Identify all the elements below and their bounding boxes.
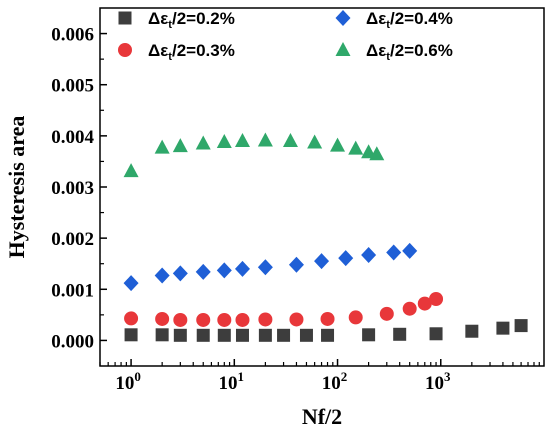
series-2-point bbox=[320, 311, 335, 326]
series-1-point bbox=[124, 328, 138, 342]
series-4-point bbox=[307, 134, 323, 149]
legend: Δεt/2=0.2% Δεt/2=0.3% Δεt/2=0.4% Δεt/2=0.6% bbox=[118, 9, 453, 63]
legend-label-1: Δεt/2=0.2% bbox=[148, 9, 235, 31]
series-3-point bbox=[402, 242, 418, 259]
series-2-point bbox=[235, 312, 250, 327]
series-3-point bbox=[172, 265, 188, 282]
series-2-point bbox=[402, 301, 417, 316]
series-1-point bbox=[393, 327, 407, 341]
series-4-point bbox=[154, 139, 170, 154]
series-4-point bbox=[257, 132, 273, 147]
x-tick-label: 103 bbox=[425, 369, 451, 394]
series-1-point bbox=[362, 328, 376, 342]
series-4-point bbox=[282, 132, 298, 147]
y-tick-label: 0.006 bbox=[51, 25, 94, 46]
series-2-point bbox=[258, 312, 273, 327]
series-4-point bbox=[195, 135, 211, 150]
series-3-point bbox=[288, 256, 304, 273]
series-2-point bbox=[217, 312, 232, 327]
series-1-point bbox=[429, 327, 443, 341]
series-3-point bbox=[257, 259, 273, 276]
legend-marker-2 bbox=[118, 43, 132, 57]
series-3-point bbox=[338, 250, 354, 267]
y-tick-label: 0.003 bbox=[51, 178, 94, 199]
series-2-point bbox=[417, 296, 432, 311]
y-tick-label: 0.000 bbox=[51, 331, 94, 352]
series-2-point bbox=[289, 312, 304, 327]
legend-marker-1 bbox=[118, 11, 132, 25]
series-4-point bbox=[216, 133, 232, 148]
x-axis-title: Nf/2 bbox=[302, 404, 342, 429]
series-2-point bbox=[173, 312, 188, 327]
series-3-point bbox=[195, 263, 211, 280]
series-2-point bbox=[429, 292, 444, 307]
series-1-point bbox=[277, 328, 291, 342]
y-tick-label: 0.004 bbox=[51, 127, 94, 148]
series-4-point bbox=[330, 137, 346, 152]
series-2-point bbox=[124, 311, 139, 326]
series-3-point bbox=[314, 253, 330, 270]
x-tick-label: 100 bbox=[115, 369, 141, 394]
series-3-point bbox=[361, 247, 377, 264]
series-1-point bbox=[173, 328, 187, 342]
y-tick-label: 0.005 bbox=[51, 76, 94, 97]
series-1-point bbox=[258, 328, 272, 342]
series-4-point bbox=[234, 132, 250, 147]
series-2-point bbox=[155, 311, 170, 326]
y-tick-label: 0.002 bbox=[51, 229, 94, 250]
axis-ticks: 0.000 0.001 0.002 0.003 0.004 0.005 0.006 100 10… bbox=[51, 25, 540, 394]
legend-label-2: Δεt/2=0.3% bbox=[148, 41, 235, 63]
series-3-point bbox=[386, 244, 402, 261]
series-4-point bbox=[172, 138, 188, 153]
series-1-point bbox=[196, 328, 210, 342]
series-4-point bbox=[348, 140, 364, 155]
series-2-point bbox=[379, 306, 394, 321]
series-2-point bbox=[196, 312, 211, 327]
series-1-point bbox=[235, 328, 249, 342]
y-axis-title: Hysteresis area bbox=[4, 116, 29, 259]
legend-marker-3 bbox=[335, 10, 351, 26]
x-tick-label: 101 bbox=[219, 369, 245, 394]
series-3-point bbox=[123, 275, 139, 292]
series-4-point bbox=[123, 163, 139, 178]
data-points bbox=[123, 132, 528, 342]
series-1-point bbox=[155, 328, 169, 342]
legend-label-4: Δεt/2=0.6% bbox=[366, 41, 453, 63]
series-1-point bbox=[217, 328, 231, 342]
series-1-point bbox=[299, 328, 313, 342]
series-1-point bbox=[514, 319, 528, 333]
series-2-point bbox=[348, 310, 363, 325]
y-tick-label: 0.001 bbox=[51, 280, 94, 301]
series-3-point bbox=[234, 260, 250, 277]
series-1-point bbox=[496, 321, 510, 335]
legend-label-3: Δεt/2=0.4% bbox=[366, 9, 453, 31]
series-4-point bbox=[369, 146, 385, 161]
series-3-point bbox=[216, 262, 232, 279]
x-tick-label: 102 bbox=[322, 369, 348, 394]
series-1-point bbox=[465, 324, 479, 338]
plot-frame bbox=[99, 7, 545, 367]
series-1-point bbox=[321, 328, 335, 342]
legend-marker-4 bbox=[335, 42, 351, 56]
series-3-point bbox=[154, 267, 170, 284]
